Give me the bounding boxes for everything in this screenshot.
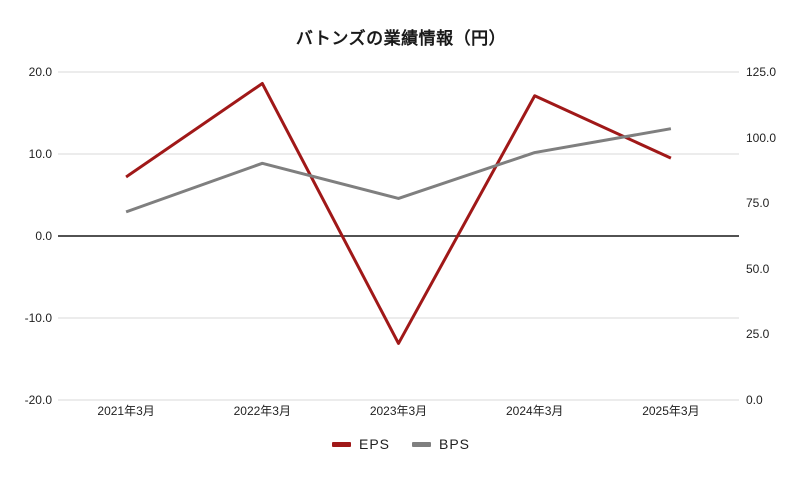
- legend-item-bps: BPS: [412, 436, 470, 452]
- legend-label-bps: BPS: [439, 436, 471, 452]
- legend-swatch-eps: [331, 441, 351, 447]
- x-axis-tick-label: 2022年3月: [233, 404, 291, 418]
- legend-item-eps: EPS: [331, 436, 390, 452]
- y-axis-left-tick-label: -20.0: [24, 393, 52, 407]
- y-axis-right-tick-label: 25.0: [746, 327, 770, 342]
- bps-line: [125, 127, 672, 214]
- y-axis-right-tick-label: 50.0: [746, 261, 770, 276]
- y-axis-right-tick-label: 100.0: [746, 130, 777, 145]
- y-axis-right-tick-label: 75.0: [746, 196, 770, 211]
- y-axis-left-tick-label: -10.0: [24, 311, 52, 325]
- x-axis-tick-label: 2023年3月: [369, 404, 428, 418]
- y-axis-right-tick-label: 0.0: [746, 393, 763, 407]
- legend-label-eps: EPS: [358, 436, 390, 452]
- y-axis-left-tick-label: 10.0: [28, 147, 52, 161]
- y-axis-left-tick-label: 20.0: [28, 65, 52, 79]
- legend-swatch-bps: [412, 441, 431, 447]
- eps-line: [125, 81, 672, 345]
- x-axis-tick-label: 2021年3月: [97, 404, 155, 418]
- x-axis-tick-label: 2025年3月: [642, 404, 700, 418]
- x-axis-tick-label: 2024年3月: [506, 404, 564, 418]
- y-axis-left-tick-label: 0.0: [35, 229, 52, 243]
- chart-title: バトンズの業績情報（円）: [295, 29, 507, 48]
- y-axis-right-tick-label: 125.0: [746, 65, 777, 79]
- chart-legend: EPS BPS: [0, 436, 802, 452]
